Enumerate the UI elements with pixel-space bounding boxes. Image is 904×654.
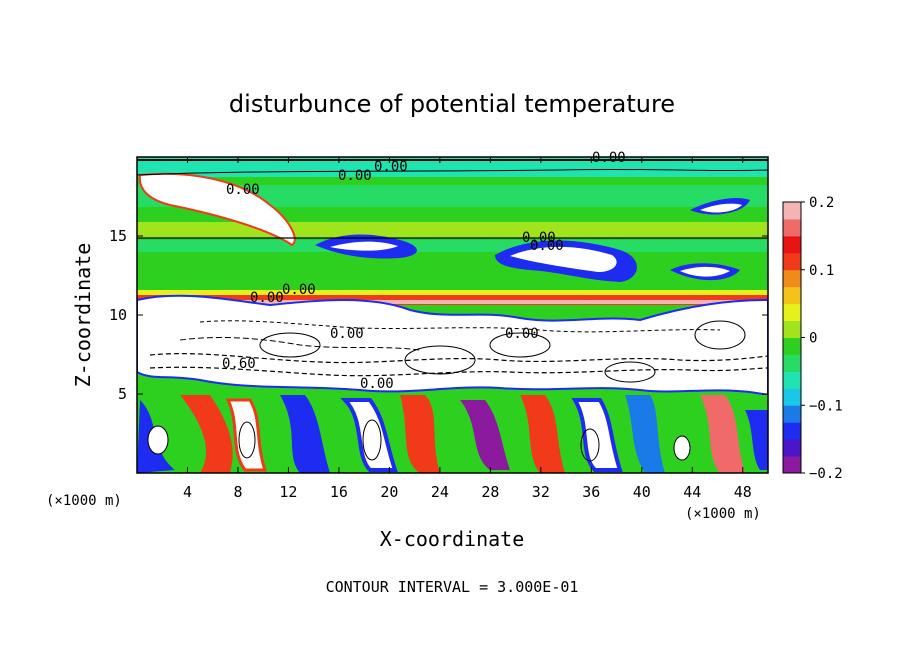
y-tick-label: 15 — [109, 227, 127, 245]
colorbar-tick-label: 0.1 — [809, 263, 834, 279]
contour-interval-note: CONTOUR INTERVAL = 3.000E-01 — [326, 578, 579, 596]
x-axis-label: X-coordinate — [380, 527, 525, 551]
colorbar-tick-label: 0 — [809, 331, 817, 347]
contour-label: 0.00 — [338, 168, 372, 184]
x-tick-label: 28 — [481, 483, 499, 501]
colorbar-swatch — [783, 439, 801, 457]
x-tick-label: 8 — [233, 483, 242, 501]
colorbar-swatch — [783, 320, 801, 338]
colorbar-ticks: 0.2 0.1 0 −0.1 −0.2 — [801, 195, 843, 482]
colorbar-swatch — [783, 405, 801, 423]
colorbar-swatch — [783, 202, 801, 220]
colorbar-swatch — [783, 388, 801, 406]
colorbar-swatch — [783, 286, 801, 305]
colorbar-swatch — [783, 235, 801, 254]
colorbar-swatch — [783, 371, 801, 389]
contour-label: 0.00 — [360, 376, 394, 392]
contour-label: 0.60 — [222, 356, 256, 372]
x-axis-unit: (×1000 m) — [685, 506, 761, 522]
y-axis-ticks: 5 10 15 — [109, 227, 768, 403]
x-tick-label: 4 — [183, 483, 192, 501]
colorbar-swatch — [783, 252, 801, 271]
colorbar-swatch — [783, 354, 801, 372]
contour-label: 0.00 — [374, 159, 408, 175]
x-tick-label: 20 — [380, 483, 398, 501]
contour-label: 0.00 — [505, 326, 539, 342]
x-tick-label: 48 — [734, 483, 752, 501]
contour-label: 0.00 — [226, 182, 260, 198]
contour-label: 0.00 — [282, 282, 316, 298]
y-axis-label: Z-coordinate — [71, 243, 95, 388]
contour-labels: 0.00 0.00 0.00 0.00 0.00 0.00 0.00 0.00 … — [222, 150, 626, 392]
colorbar-swatch — [783, 269, 801, 288]
x-tick-label: 12 — [279, 483, 297, 501]
contour-label: 0.00 — [250, 290, 284, 306]
contour-label: 0.00 — [592, 150, 626, 166]
lower-plumes — [137, 395, 768, 473]
colorbar-swatch — [783, 218, 801, 237]
colorbar — [782, 201, 802, 474]
x-tick-label: 16 — [330, 483, 348, 501]
y-tick-label: 10 — [109, 306, 127, 324]
temperature-field — [137, 157, 768, 473]
contour-label: 0.00 — [522, 230, 556, 246]
chart-title: disturbunce of potential temperature — [229, 90, 675, 118]
colorbar-swatch — [783, 456, 801, 474]
colorbar-swatch — [783, 337, 801, 355]
colorbar-tick-label: 0.2 — [809, 195, 834, 211]
colorbar-swatch — [783, 422, 801, 440]
x-tick-label: 32 — [532, 483, 550, 501]
colorbar-swatch — [783, 303, 801, 322]
x-tick-label: 36 — [582, 483, 600, 501]
x-axis-ticks: 4 8 12 16 20 24 28 32 36 40 44 48 — [183, 157, 752, 501]
y-tick-label: 5 — [118, 385, 127, 403]
x-tick-label: 24 — [431, 483, 449, 501]
colorbar-tick-label: −0.1 — [809, 398, 843, 414]
contour-label: 0.00 — [330, 326, 364, 342]
x-tick-label: 40 — [633, 483, 651, 501]
x-tick-label: 44 — [683, 483, 701, 501]
contour-label: 0.00 — [530, 238, 564, 254]
colorbar-tick-label: −0.2 — [809, 466, 843, 482]
y-axis-unit: (×1000 m) — [46, 493, 122, 509]
